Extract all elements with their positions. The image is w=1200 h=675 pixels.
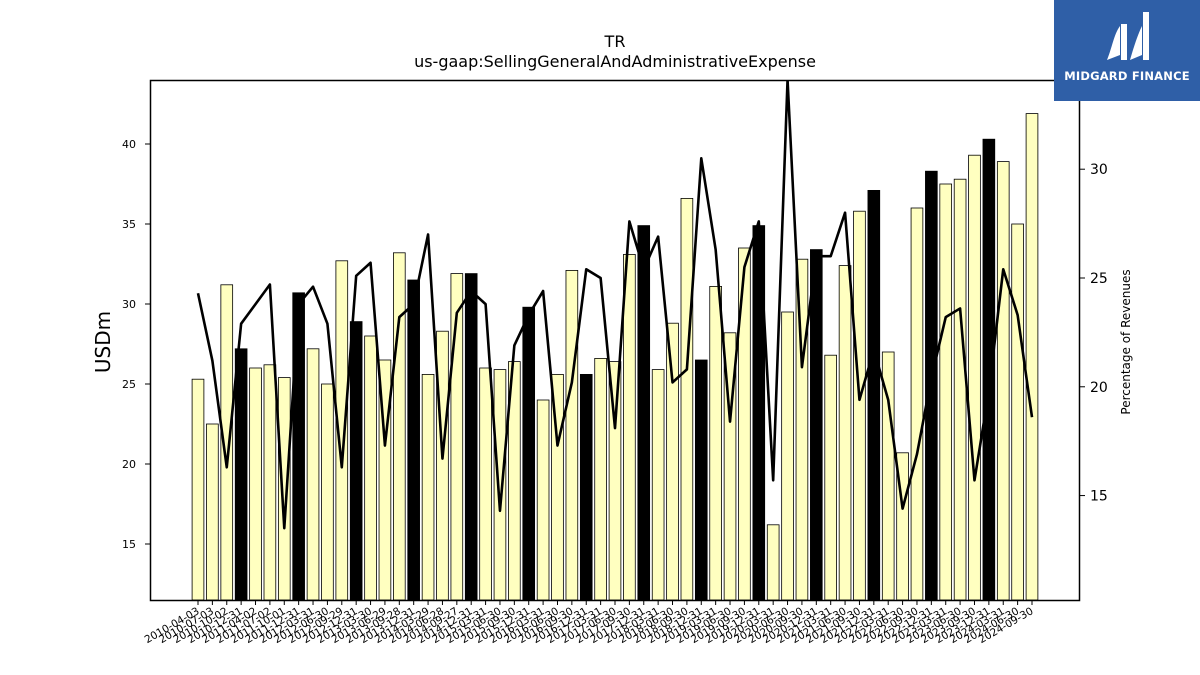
- bar-mark: [694, 359, 708, 601]
- bar-mark: [364, 335, 377, 601]
- bar-mark: [781, 311, 794, 601]
- bar-mark: [996, 161, 1010, 601]
- bar-mark: [910, 207, 924, 601]
- bar-mark: [464, 273, 478, 601]
- bar-mark: [421, 373, 435, 601]
- bar-mark: [479, 367, 492, 601]
- bar-mark: [436, 330, 449, 601]
- bar-mark: [651, 369, 665, 601]
- y-axis-label: USDm: [91, 311, 115, 373]
- bar-mark: [925, 170, 938, 601]
- bar-mark: [292, 292, 305, 601]
- bar-mark: [709, 285, 722, 601]
- bar-mark: [321, 383, 334, 601]
- series-line: [196, 80, 1034, 530]
- bar-mark: [565, 269, 579, 601]
- bar-mark: [982, 138, 996, 601]
- bar-mark: [579, 373, 593, 601]
- bar-mark: [766, 524, 780, 601]
- chart-subtitle: us-gaap:SellingGeneralAndAdministrativeE…: [414, 52, 816, 71]
- y-tick-label: 15: [122, 538, 136, 551]
- bar-mark: [939, 183, 953, 601]
- bar-mark: [522, 306, 536, 601]
- bar-mark: [594, 357, 607, 601]
- bar-mark: [277, 377, 291, 601]
- logo-text: MIDGARD FINANCE: [1064, 69, 1190, 83]
- bar-mark: [623, 253, 636, 601]
- y2-axis-label: Percentage of Revenues: [1119, 269, 1133, 414]
- bar-mark: [306, 348, 320, 601]
- bar-mark: [393, 252, 406, 601]
- brand-logo: MIDGARD FINANCE: [1054, 0, 1200, 101]
- y-tick-label: 35: [122, 218, 136, 231]
- y2-tick-label: 15: [1090, 489, 1108, 505]
- bar-mark: [536, 399, 550, 601]
- bar-mark: [637, 225, 651, 601]
- bar-mark: [234, 348, 248, 601]
- y2-tick-label: 30: [1090, 162, 1108, 178]
- y-tick-label: 25: [122, 378, 136, 391]
- bar-mark: [206, 423, 219, 601]
- y2-tick-label: 25: [1090, 271, 1108, 287]
- bar-mark: [493, 369, 507, 601]
- bar-mark: [838, 265, 852, 601]
- bar-mark: [349, 321, 363, 601]
- bar-mark: [968, 154, 981, 601]
- bar-mark: [1011, 223, 1024, 601]
- bar-mark: [680, 197, 694, 601]
- y-tick-label: 20: [122, 458, 136, 471]
- bar-mark: [407, 279, 420, 601]
- bar-mark: [853, 210, 866, 601]
- bar-mark: [191, 378, 205, 601]
- bar-mark: [867, 189, 881, 601]
- logo-mark-icon: [1107, 12, 1149, 60]
- chart-title: TR: [604, 32, 626, 51]
- bar-mark: [249, 367, 262, 601]
- bar-mark: [666, 322, 679, 601]
- y-tick-label: 40: [122, 138, 136, 151]
- bar-mark: [1025, 113, 1039, 601]
- bar-mark: [810, 249, 823, 601]
- bar-mark: [953, 178, 967, 601]
- y-tick-label: 30: [122, 298, 136, 311]
- bar-mark: [263, 364, 277, 601]
- bar-mark: [824, 354, 837, 601]
- y2-tick-label: 20: [1090, 380, 1108, 396]
